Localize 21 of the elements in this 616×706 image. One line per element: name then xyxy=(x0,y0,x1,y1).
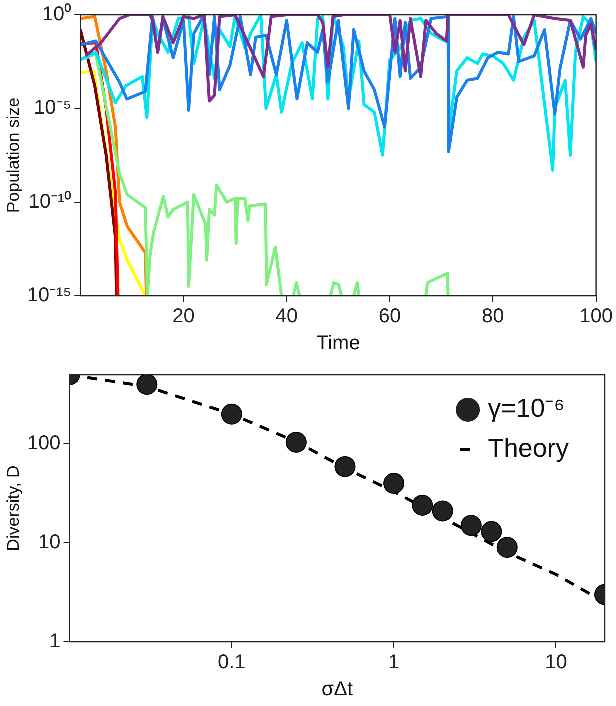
x-tick-label: 40 xyxy=(276,306,298,328)
x-tick-label: 100 xyxy=(580,306,614,328)
y-tick-label: 10⁻¹⁰ xyxy=(28,190,72,213)
x-tick-label: 20 xyxy=(172,306,195,328)
x-axis-title: σΔt xyxy=(322,678,354,701)
y-tick-label: 1 xyxy=(50,630,61,653)
x-tick-label: 60 xyxy=(378,306,402,328)
y-tick-label: 10⁻⁵ xyxy=(34,97,72,120)
x-tick-label: 0.1 xyxy=(218,652,246,674)
y-tick-label: 10 xyxy=(38,532,61,554)
y-tick-label: 10⁰ xyxy=(42,2,72,26)
y-axis-title: Population size xyxy=(4,98,23,214)
x-axis-title: Time xyxy=(316,332,360,355)
x-tick-label: 1 xyxy=(388,652,400,674)
y-tick-label: 100 xyxy=(27,432,61,455)
legend-label: γ=10⁻⁶ xyxy=(488,393,565,424)
y-axis-title: Diversity, D xyxy=(4,466,23,552)
y-tick-label: 10⁻¹⁵ xyxy=(27,284,72,307)
legend-label: Theory xyxy=(488,433,569,464)
x-tick-label: 10 xyxy=(545,652,568,674)
x-tick-label: 80 xyxy=(482,306,504,328)
